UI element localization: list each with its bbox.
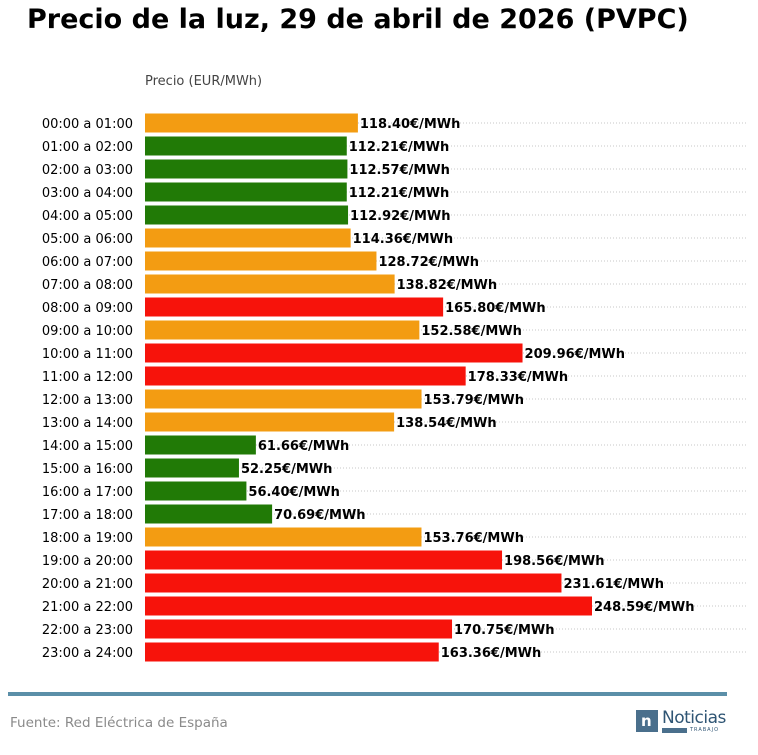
bar-value-label: 138.82€/MWh	[397, 278, 498, 293]
category-tick-label: 06:00 a 07:00	[42, 255, 133, 270]
price-bar[interactable]	[145, 481, 247, 501]
price-bar[interactable]	[145, 504, 273, 524]
bar-value-label: 112.21€/MWh	[349, 186, 450, 201]
price-bar[interactable]	[145, 412, 395, 432]
category-tick-label: 16:00 a 17:00	[42, 485, 133, 500]
price-bar[interactable]	[145, 642, 439, 662]
category-tick-label: 05:00 a 06:00	[42, 232, 133, 247]
logo-word: Noticias	[662, 708, 726, 728]
bar-value-label: 61.66€/MWh	[258, 439, 349, 454]
category-tick-label: 17:00 a 18:00	[42, 508, 133, 523]
category-tick-label: 14:00 a 15:00	[42, 439, 133, 454]
price-bar[interactable]	[145, 297, 444, 317]
bar-value-label: 152.58€/MWh	[421, 324, 522, 339]
bar-chart: 00:00 a 01:00 118.40€/MWh 01:00 a 02:00 112…	[42, 113, 748, 662]
price-bar[interactable]	[145, 251, 377, 271]
price-bar[interactable]	[145, 228, 351, 248]
bar-value-label: 153.79€/MWh	[424, 393, 525, 408]
category-tick-label: 07:00 a 08:00	[42, 278, 133, 293]
n-letter-icon: n	[636, 710, 658, 732]
price-bar[interactable]	[145, 550, 503, 570]
bar-value-label: 165.80€/MWh	[445, 301, 545, 316]
category-tick-label: 19:00 a 20:00	[42, 554, 133, 569]
bar-value-label: 209.96€/MWh	[525, 347, 626, 362]
footer-rule	[8, 692, 727, 696]
category-tick-label: 04:00 a 05:00	[42, 209, 133, 224]
bar-value-label: 163.36€/MWh	[441, 646, 542, 661]
category-tick-label: 21:00 a 22:00	[42, 600, 133, 615]
price-bar[interactable]	[145, 458, 239, 478]
bar-value-label: 178.33€/MWh	[468, 370, 569, 385]
bar-value-label: 138.54€/MWh	[396, 416, 497, 431]
category-tick-label: 12:00 a 13:00	[42, 393, 133, 408]
bar-value-label: 128.72€/MWh	[378, 255, 479, 270]
price-bar[interactable]	[145, 343, 523, 363]
bar-value-label: 153.76€/MWh	[423, 531, 524, 546]
bar-value-label: 118.40€/MWh	[360, 117, 461, 132]
axis-label: Precio (EUR/MWh)	[145, 74, 263, 89]
category-tick-label: 15:00 a 16:00	[42, 462, 133, 477]
price-bar[interactable]	[145, 573, 562, 593]
price-bar[interactable]	[145, 596, 592, 616]
category-tick-label: 03:00 a 04:00	[42, 186, 133, 201]
bar-value-label: 198.56€/MWh	[504, 554, 604, 569]
price-bar[interactable]	[145, 182, 347, 202]
category-tick-label: 22:00 a 23:00	[42, 623, 133, 638]
logo-sub: TRABAJO	[690, 727, 720, 733]
bar-value-label: 112.92€/MWh	[350, 209, 451, 224]
category-tick-label: 01:00 a 02:00	[42, 140, 133, 155]
bar-value-label: 52.25€/MWh	[241, 462, 332, 477]
price-bar[interactable]	[145, 274, 395, 294]
brand-logo[interactable]: n Noticias TRABAJO	[636, 708, 731, 735]
category-tick-label: 08:00 a 09:00	[42, 301, 133, 316]
price-bar[interactable]	[145, 205, 349, 225]
category-tick-label: 18:00 a 19:00	[42, 531, 133, 546]
price-bar[interactable]	[145, 527, 422, 547]
category-tick-label: 11:00 a 12:00	[42, 370, 133, 385]
category-tick-label: 09:00 a 10:00	[42, 324, 133, 339]
bar-value-label: 56.40€/MWh	[248, 485, 339, 500]
price-bar[interactable]	[145, 159, 348, 179]
category-tick-label: 13:00 a 14:00	[42, 416, 133, 431]
source-note: Fuente: Red Eléctrica de España	[10, 715, 228, 731]
bar-value-label: 112.21€/MWh	[349, 140, 450, 155]
bar-value-label: 112.57€/MWh	[349, 163, 450, 178]
price-bar[interactable]	[145, 320, 420, 340]
price-bar[interactable]	[145, 435, 256, 455]
category-tick-label: 10:00 a 11:00	[42, 347, 133, 362]
chart-title: Precio de la luz, 29 de abril de 2026 (P…	[27, 4, 689, 35]
bar-value-label: 231.61€/MWh	[563, 577, 664, 592]
category-tick-label: 23:00 a 24:00	[42, 646, 133, 661]
price-bar[interactable]	[145, 113, 358, 133]
price-bar[interactable]	[145, 389, 422, 409]
bar-value-label: 170.75€/MWh	[454, 623, 555, 638]
category-tick-label: 20:00 a 21:00	[42, 577, 133, 592]
bar-value-label: 70.69€/MWh	[274, 508, 365, 523]
category-tick-label: 02:00 a 03:00	[42, 163, 133, 178]
price-bar[interactable]	[145, 136, 347, 156]
logo-underline	[662, 728, 687, 733]
bar-value-label: 248.59€/MWh	[594, 600, 695, 615]
category-tick-label: 00:00 a 01:00	[42, 117, 133, 132]
price-bar[interactable]	[145, 366, 466, 386]
bar-value-label: 114.36€/MWh	[353, 232, 454, 247]
price-bar[interactable]	[145, 619, 453, 639]
